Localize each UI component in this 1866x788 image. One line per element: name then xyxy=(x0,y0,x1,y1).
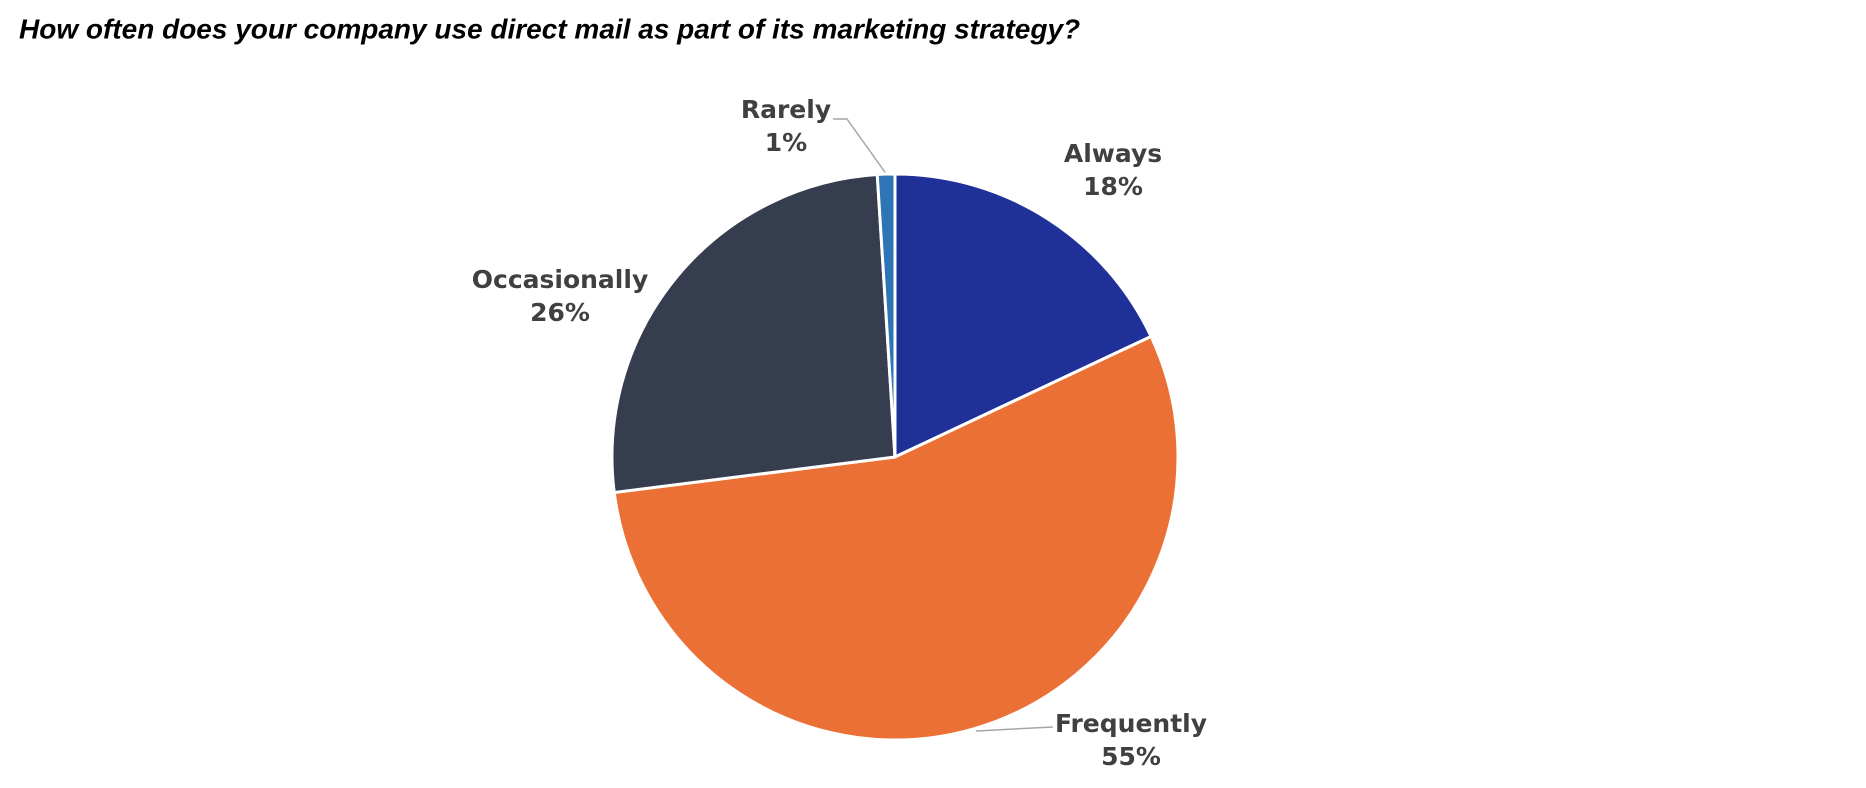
pie-slice xyxy=(893,172,1153,459)
value-label: 26% xyxy=(530,298,590,327)
slice-label: Frequently xyxy=(1055,709,1207,738)
value-label: 1% xyxy=(765,128,807,157)
pie-slice xyxy=(610,173,897,494)
leader-line xyxy=(833,118,888,176)
value-label: 55% xyxy=(1101,742,1161,771)
pie-slice xyxy=(875,172,897,459)
leader-line xyxy=(975,726,1054,732)
pie-slice xyxy=(612,335,1180,742)
slice-label: Rarely xyxy=(741,95,831,124)
slice-label: Occasionally xyxy=(472,265,649,294)
slice-label: Always xyxy=(1064,139,1162,168)
chart-title: How often does your company use direct m… xyxy=(19,13,1080,44)
value-label: 18% xyxy=(1083,172,1143,201)
